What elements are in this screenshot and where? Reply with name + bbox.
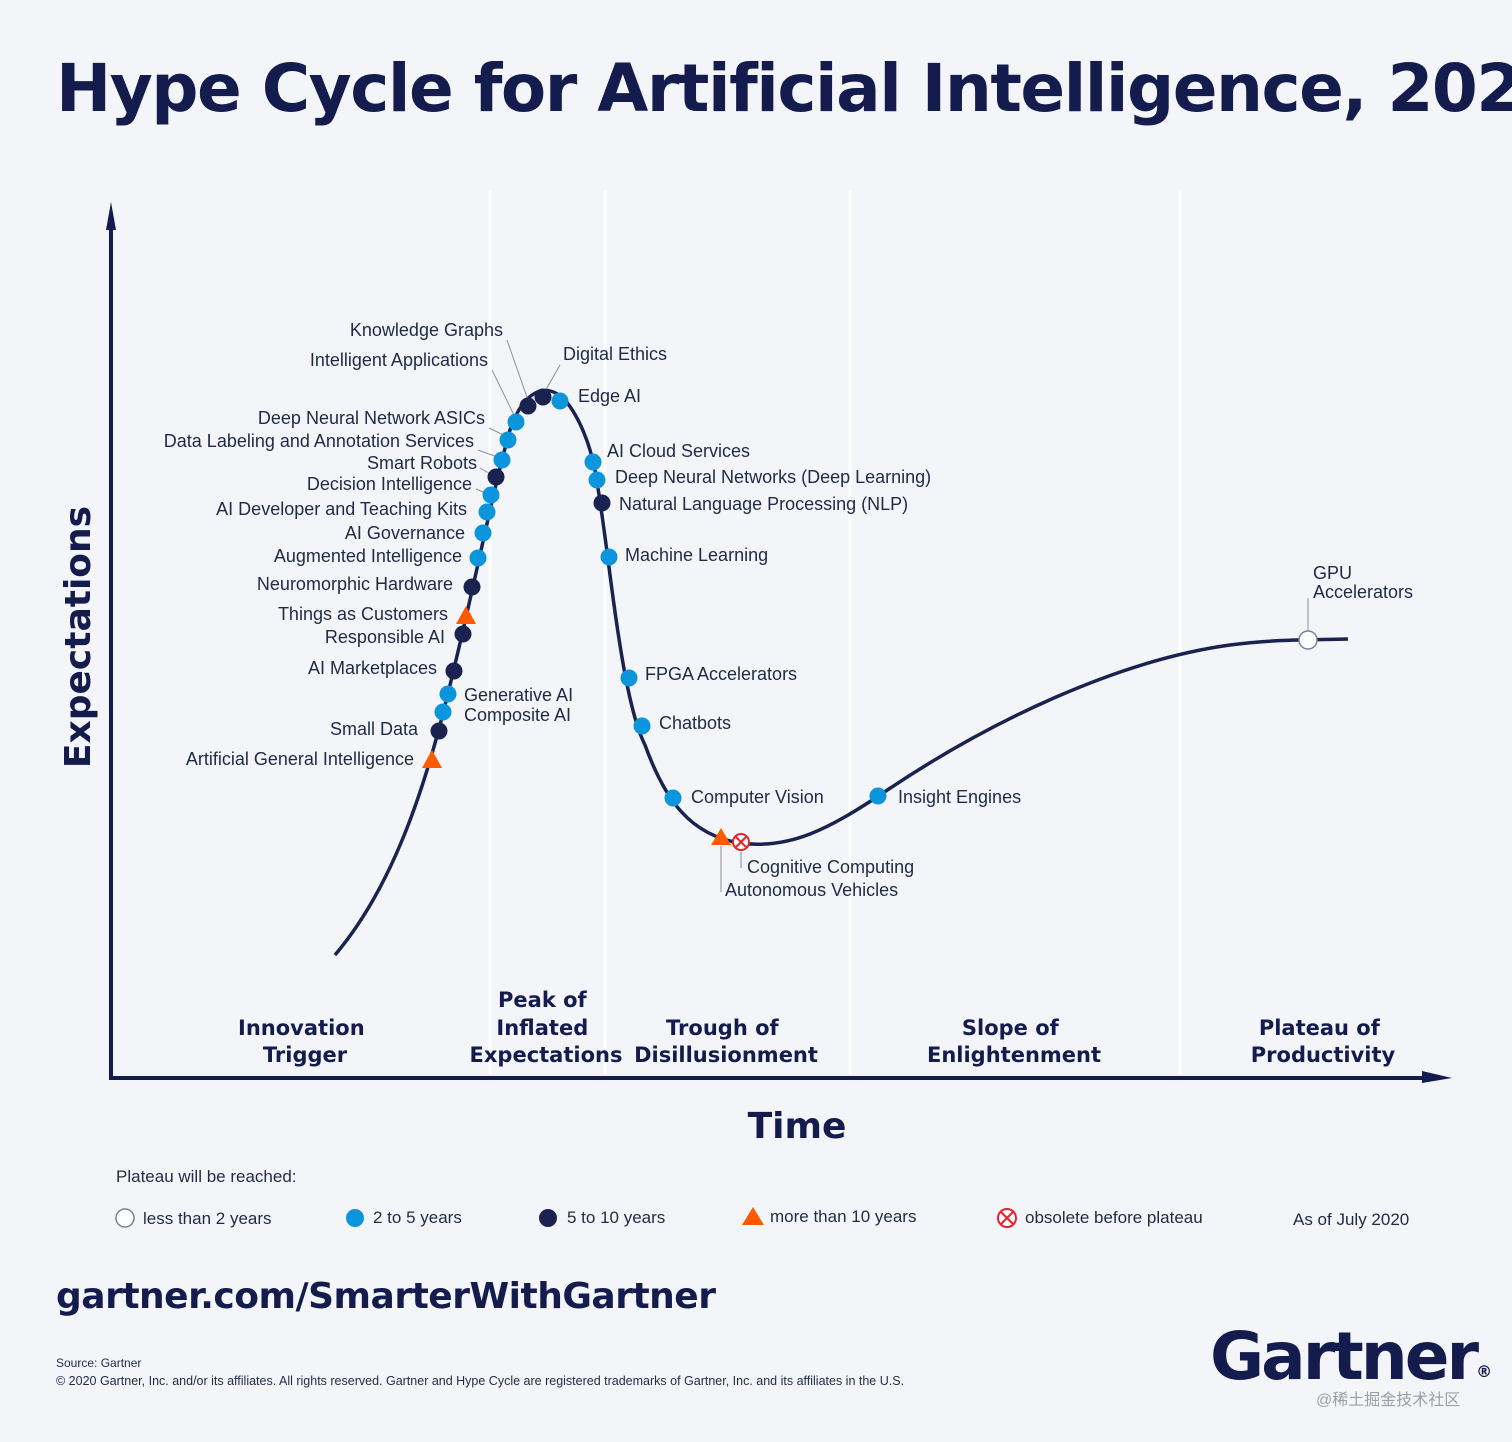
label-smart-robots: Smart Robots [367,453,477,473]
marker-deep-neural-networks [588,471,606,489]
marker-ai-dev-kits [478,503,496,521]
marker-machine-learning [600,548,618,566]
marker-nlp [593,494,611,512]
y-axis-arrow [106,202,116,230]
marker-ai-cloud-services [584,453,602,471]
label-ai-marketplaces: AI Marketplaces [308,658,437,678]
watermark: @稀土掘金技术社区 [1316,1392,1461,1409]
legend-2-to-5: 2 to 5 years [373,1208,462,1227]
marker-knowledge-graphs [519,397,537,415]
label-digital-ethics: Digital Ethics [563,344,667,364]
marker-ai-marketplaces [445,662,463,680]
marker-ai-governance [474,524,492,542]
legend-obsolete: obsolete before plateau [1025,1208,1203,1227]
marker-intelligent-applications [507,413,525,431]
marker-dl-asics [499,431,517,449]
marker-gpu-accelerators [1298,630,1318,650]
phase-labels: Innovation Trigger Peak of Inflated Expe… [238,988,1396,1067]
source-note: Source: Gartner [56,1356,142,1370]
label-responsible-ai: Responsible AI [325,627,445,647]
legend: Plateau will be reached: less than 2 yea… [115,1167,1409,1229]
label-gpu-accelerators: GPU Accelerators [1313,563,1413,602]
marker-digital-ethics [534,388,552,406]
label-autonomous-vehicles: Autonomous Vehicles [725,880,898,900]
legend-less-than-2-icon [115,1208,135,1228]
marker-decision-intelligence [487,468,505,486]
marker-things-as-customers [456,606,476,624]
marker-cognitive-computing [732,833,750,851]
legend-less-than-2: less than 2 years [143,1209,272,1228]
label-composite-ai: Composite AI [464,705,571,725]
leader-intelligent-applications [491,369,515,416]
phase-separators [488,190,1182,1074]
label-machine-learning: Machine Learning [625,545,768,565]
marker-fpga [620,669,638,687]
marker-insight-engines [869,787,887,805]
technology-labels: Knowledge Graphs Intelligent Application… [164,320,1413,900]
leader-lines [475,339,1309,892]
footer-url-link[interactable]: gartner.com/SmarterWithGartner [56,1276,716,1317]
label-neuromorphic-hardware: Neuromorphic Hardware [257,574,453,594]
marker-agi [422,750,442,768]
label-chatbots: Chatbots [659,713,731,733]
marker-responsible-ai [454,625,472,643]
leader-knowledge-graphs [506,339,529,401]
marker-smart-robots [482,486,500,504]
label-deep-neural-networks: Deep Neural Networks (Deep Learning) [615,467,931,487]
label-ai-dev-kits: AI Developer and Teaching Kits [216,499,467,519]
label-agi: Artificial General Intelligence [186,749,414,769]
legend-5-to-10-icon [539,1209,557,1227]
technology-markers [422,388,1318,851]
legend-obsolete-icon [997,1208,1017,1228]
phase-peak: Peak of Inflated Expectations [470,988,623,1067]
phase-plateau: Plateau of Productivity [1251,1016,1396,1067]
label-things-as-customers: Things as Customers [278,604,448,624]
legend-heading: Plateau will be reached: [116,1167,297,1186]
axes [106,202,1452,1083]
label-knowledge-graphs: Knowledge Graphs [350,320,503,340]
phase-slope: Slope of Enlightenment [927,1016,1101,1067]
x-axis-label: Time [748,1106,847,1147]
leader-digital-ethics [543,364,561,394]
marker-autonomous-vehicles [711,828,731,845]
gartner-logo: Gartner® [1210,1318,1493,1395]
phase-trough: Trough of Disillusionment [634,1016,818,1067]
marker-edge-ai [551,392,569,410]
marker-composite-ai [434,703,452,721]
label-nlp: Natural Language Processing (NLP) [619,494,908,514]
marker-generative-ai [439,685,457,703]
legend-more-than-10: more than 10 years [770,1207,916,1226]
label-intelligent-applications: Intelligent Applications [310,350,488,370]
label-data-labeling: Data Labeling and Annotation Services [164,431,474,451]
label-dl-asics: Deep Neural Network ASICs [258,408,485,428]
legend-more-than-10-icon [742,1207,764,1225]
label-ai-cloud-services: AI Cloud Services [607,441,750,461]
label-insight-engines: Insight Engines [898,787,1021,807]
registered-mark-icon: ® [1476,1362,1493,1381]
x-axis-arrow [1422,1071,1452,1083]
label-decision-intelligence: Decision Intelligence [307,474,472,494]
y-axis-label: Expectations [58,506,99,768]
label-small-data: Small Data [330,719,419,739]
copyright-note: © 2020 Gartner, Inc. and/or its affiliat… [56,1374,905,1388]
marker-small-data [430,722,448,740]
label-augmented-intelligence: Augmented Intelligence [274,546,462,566]
label-generative-ai: Generative AI [464,685,573,705]
legend-as-of: As of July 2020 [1293,1210,1409,1229]
legend-5-to-10: 5 to 10 years [567,1208,665,1227]
marker-augmented-intelligence [469,549,487,567]
label-cognitive-computing: Cognitive Computing [747,857,914,877]
label-fpga: FPGA Accelerators [645,664,797,684]
label-edge-ai: Edge AI [578,386,641,406]
marker-data-labeling [493,451,511,469]
phase-innovation-trigger: Innovation Trigger [238,1016,372,1067]
page-title: Hype Cycle for Artificial Intelligence, … [56,50,1512,127]
legend-2-to-5-icon [346,1209,364,1227]
marker-computer-vision [664,789,682,807]
marker-neuromorphic-hardware [463,578,481,596]
label-computer-vision: Computer Vision [691,787,824,807]
label-ai-governance: AI Governance [345,523,465,543]
marker-chatbots [633,717,651,735]
